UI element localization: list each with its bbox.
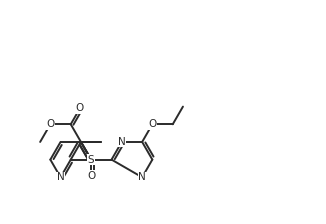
Text: N: N	[118, 137, 126, 147]
Text: N: N	[57, 172, 65, 182]
Text: O: O	[46, 119, 54, 129]
Text: N: N	[138, 172, 146, 182]
Text: O: O	[76, 103, 84, 113]
Text: O: O	[148, 119, 156, 129]
Text: O: O	[87, 171, 95, 181]
Text: S: S	[88, 155, 95, 165]
